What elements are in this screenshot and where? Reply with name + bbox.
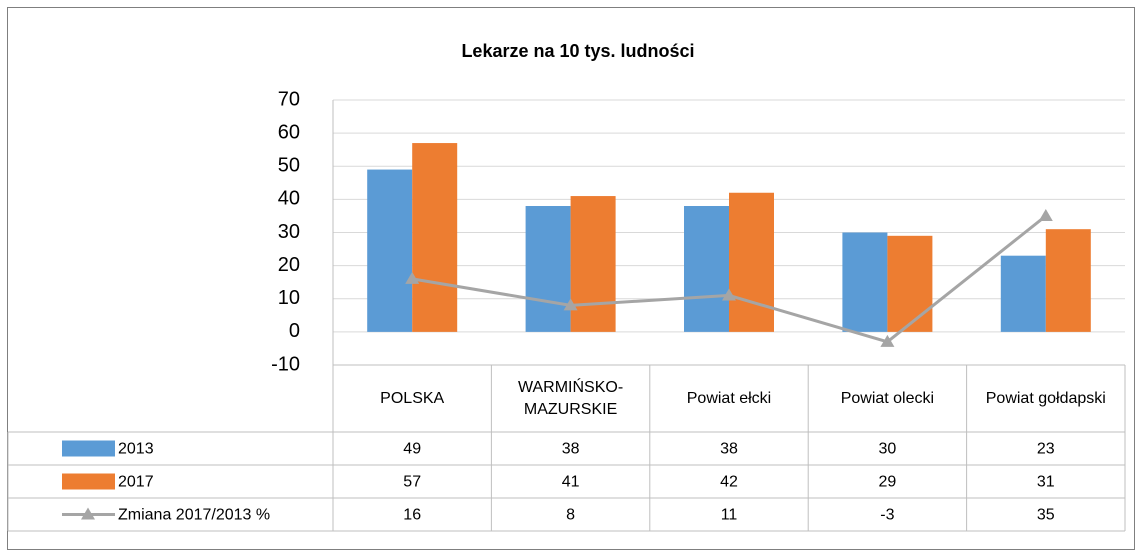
x-tick-label: Powiat ełcki — [686, 389, 772, 407]
bar — [842, 232, 888, 332]
legend-swatch — [62, 440, 115, 457]
marker — [405, 271, 420, 284]
y-tick-label: 30 — [278, 221, 300, 243]
x-tick-label: POLSKA — [380, 389, 445, 407]
bar — [525, 206, 571, 332]
table-value: 30 — [879, 441, 897, 458]
y-tick-label: 0 — [289, 320, 300, 342]
bar — [570, 196, 616, 332]
chart-title: Lekarze na 10 tys. ludności — [461, 41, 694, 61]
y-tick-label: -10 — [271, 353, 300, 375]
bar — [684, 206, 729, 332]
y-tick-label: 60 — [278, 121, 300, 143]
x-tick-label: Powiat gołdapski — [985, 389, 1106, 407]
table-value: 38 — [562, 441, 580, 458]
table-value: 11 — [721, 507, 738, 524]
marker — [1038, 208, 1053, 221]
table-value: 57 — [403, 474, 421, 491]
bar — [887, 235, 933, 332]
table-value: 31 — [1037, 474, 1055, 491]
table-value: 38 — [720, 441, 738, 458]
table-value: 35 — [1037, 507, 1055, 524]
table-value: 8 — [566, 507, 575, 524]
x-tick-label: Powiat olecki — [840, 389, 935, 407]
table-value: 41 — [562, 474, 580, 491]
category-cell: Powiat ełcki — [686, 389, 772, 407]
legend-marker — [81, 507, 95, 520]
marker — [880, 334, 895, 347]
y-tick-label: 10 — [278, 287, 300, 309]
marker — [722, 288, 736, 301]
table-value: 42 — [720, 474, 738, 491]
table-value: 23 — [1037, 441, 1055, 458]
marker — [563, 298, 578, 311]
legend-swatch — [62, 473, 115, 490]
table-value: 16 — [403, 507, 421, 524]
legend-label: Zmiana 2017/2013 % — [118, 507, 270, 524]
legend-label: 2013 — [118, 441, 154, 458]
table-value: 29 — [879, 474, 897, 491]
legend-label: 2017 — [118, 474, 154, 491]
table-value: 49 — [403, 441, 421, 458]
bar — [367, 169, 413, 332]
bar — [1000, 255, 1046, 332]
y-tick-label: 20 — [278, 254, 300, 276]
table-value: -3 — [880, 507, 894, 524]
category-cell: POLSKA — [380, 389, 445, 407]
bar — [1045, 229, 1091, 332]
x-tick-label: WARMIŃSKO-MAZURSKIE — [517, 378, 624, 418]
y-tick-label: 50 — [278, 155, 300, 177]
y-tick-label: 40 — [278, 188, 300, 210]
y-tick-label: 70 — [278, 88, 300, 110]
category-cell: WARMIŃSKO-MAZURSKIE — [517, 378, 624, 418]
bar — [729, 192, 774, 332]
category-cell: Powiat olecki — [840, 389, 935, 407]
category-cell: Powiat gołdapski — [985, 389, 1106, 407]
bar — [412, 143, 458, 332]
